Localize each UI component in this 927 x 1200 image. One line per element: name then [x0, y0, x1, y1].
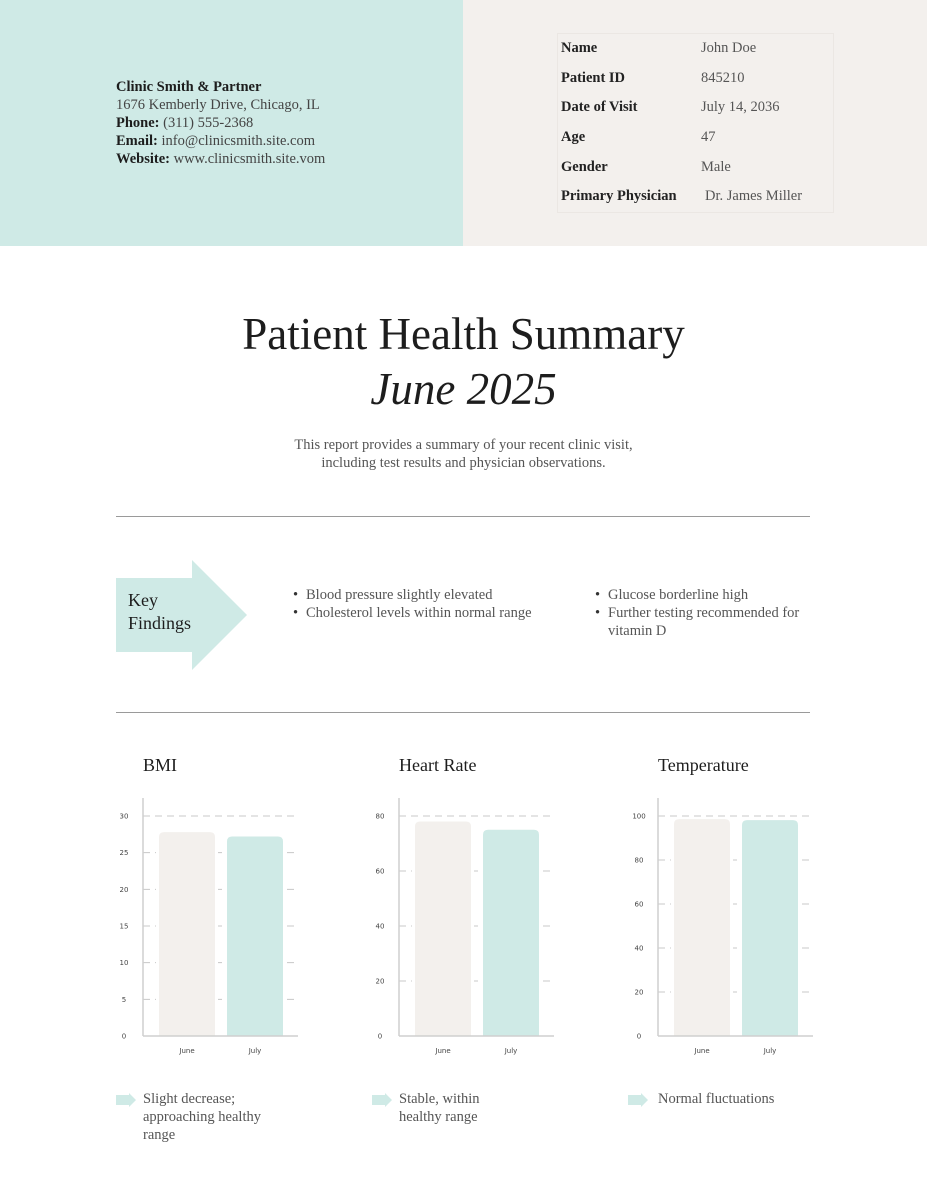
finding-item: Blood pressure slightly elevated — [293, 586, 583, 604]
label-line: Key — [128, 590, 158, 610]
row-label: Gender — [561, 159, 608, 175]
finding-item: Glucose borderline high — [595, 586, 820, 604]
heart-rate-chart: 0 20 40 60 80 June July — [376, 798, 554, 1055]
row-value: John Doe — [701, 40, 757, 56]
y-tick-label: 10 — [120, 959, 129, 967]
findings-list-2: Glucose borderline high Further testing … — [595, 586, 820, 640]
y-tick-label: 60 — [376, 868, 385, 876]
y-tick-label: 100 — [632, 813, 645, 821]
clinic-info: Clinic Smith & Partner 1676 Kemberly Dri… — [116, 78, 325, 168]
row-value: 845210 — [701, 70, 745, 86]
y-tick-label: 0 — [378, 1033, 382, 1041]
y-tick-label: 60 — [635, 901, 644, 909]
row-label: Name — [561, 40, 598, 56]
y-tick-label: 20 — [120, 886, 129, 894]
clinic-header-panel — [0, 0, 463, 246]
website-label: Website: — [116, 151, 170, 167]
y-tick-label: 5 — [122, 996, 126, 1004]
y-tick-label: 80 — [376, 813, 385, 821]
divider — [116, 516, 810, 517]
clinic-name: Clinic Smith & Partner — [116, 79, 262, 95]
description-line: This report provides a summary of your r… — [294, 437, 633, 453]
row-label: Date of Visit — [561, 99, 638, 115]
bar-july — [742, 820, 798, 1036]
label-line: Findings — [128, 613, 192, 633]
arrow-icon — [372, 1093, 392, 1107]
arrow-icon — [116, 1093, 136, 1107]
x-tick-label: June — [693, 1047, 709, 1055]
y-tick-label: 80 — [635, 857, 644, 865]
y-tick-label: 20 — [635, 989, 644, 997]
row-value: Dr. James Miller — [705, 188, 803, 204]
y-tick-label: 15 — [120, 923, 129, 931]
row-value: 47 — [701, 129, 716, 145]
bar-june — [159, 832, 215, 1036]
clinic-phone: (311) 555-2368 — [163, 115, 254, 131]
x-tick-label: July — [248, 1047, 262, 1055]
key-findings-label: Key Findings — [128, 589, 191, 635]
y-tick-label: 30 — [120, 813, 129, 821]
y-tick-label: 0 — [122, 1033, 126, 1041]
y-tick-label: 0 — [637, 1033, 641, 1041]
row-label: Patient ID — [561, 70, 626, 86]
x-tick-label: July — [504, 1047, 518, 1055]
arrow-icon — [628, 1093, 648, 1107]
key-findings-arrow-shape — [116, 560, 247, 670]
report-period: June 2025 — [370, 364, 557, 414]
clinic-website[interactable]: www.clinicsmith.site.vom — [173, 151, 326, 167]
bar-june — [415, 821, 471, 1036]
report-description: This report provides a summary of your r… — [0, 436, 927, 472]
chart-title-temperature: Temperature — [658, 755, 749, 775]
page-title: Patient Health Summary — [242, 309, 685, 359]
row-value: Male — [701, 159, 731, 175]
email-label: Email: — [116, 133, 158, 149]
finding-item: Further testing recommended for vitamin … — [595, 604, 820, 640]
chart-title-bmi: BMI — [143, 755, 178, 775]
x-tick-label: June — [178, 1047, 194, 1055]
bmi-chart: 0 5 10 15 20 25 30 June July — [120, 798, 298, 1055]
patient-header-panel — [463, 0, 927, 246]
row-label: Primary Physician — [561, 188, 677, 204]
bar-july — [483, 829, 539, 1036]
y-tick-label: 20 — [376, 978, 385, 986]
clinic-address: 1676 Kemberly Drive, Chicago, IL — [116, 97, 320, 113]
heart-rate-note: Stable, within healthy range — [399, 1091, 480, 1125]
description-line: including test results and physician obs… — [321, 455, 606, 471]
y-tick-label: 40 — [635, 945, 644, 953]
x-tick-label: July — [763, 1047, 777, 1055]
patient-info-table: Name John Doe Patient ID 845210 Date of Vi… — [557, 33, 834, 213]
chart-title-heart-rate: Heart Rate — [399, 755, 477, 775]
findings-list-1: Blood pressure slightly elevated Cholest… — [293, 586, 583, 622]
x-tick-label: June — [434, 1047, 450, 1055]
bar-july — [227, 836, 283, 1036]
row-value: July 14, 2036 — [701, 99, 780, 115]
bmi-note: Slight decrease; approaching healthy ran… — [143, 1091, 261, 1143]
clinic-email[interactable]: info@clinicsmith.site.com — [161, 133, 316, 149]
finding-item: Cholesterol levels within normal range — [293, 604, 583, 622]
phone-label: Phone: — [116, 115, 160, 131]
y-tick-label: 40 — [376, 923, 385, 931]
bar-june — [674, 819, 730, 1036]
y-tick-label: 25 — [120, 849, 129, 857]
temperature-note: Normal fluctuations — [658, 1091, 775, 1107]
divider — [116, 712, 810, 713]
temperature-chart: 0 20 40 60 80 100 June July — [632, 798, 813, 1055]
row-label: Age — [561, 129, 586, 145]
